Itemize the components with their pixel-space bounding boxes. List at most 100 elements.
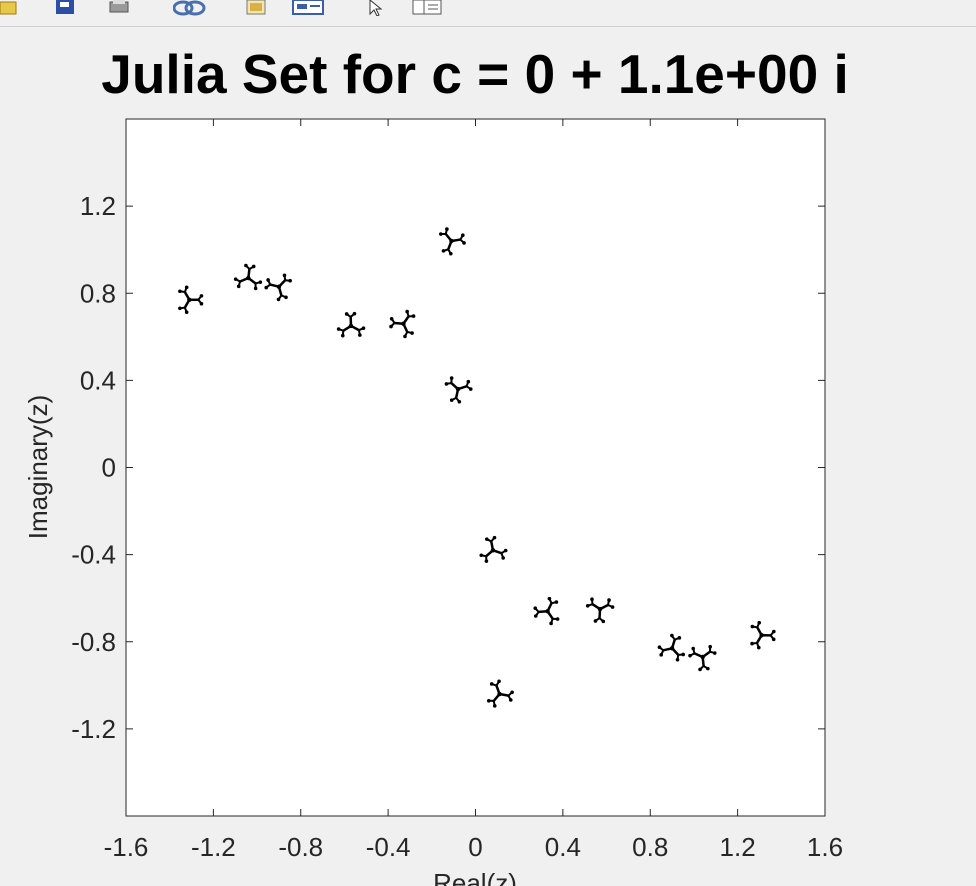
julia-point (199, 294, 204, 298)
julia-point (545, 609, 550, 614)
julia-point (468, 387, 473, 391)
x-tick-label: 1.6 (807, 832, 843, 862)
julia-point (358, 333, 362, 337)
x-tick-label: -0.8 (278, 832, 323, 862)
julia-point (344, 312, 349, 316)
julia-point (336, 327, 341, 331)
julia-point (439, 232, 443, 236)
julia-point (448, 251, 453, 256)
julia-point (750, 641, 754, 646)
julia-point (282, 273, 287, 278)
julia-point (750, 624, 755, 629)
julia-point (184, 285, 189, 290)
julia-point (233, 277, 238, 281)
julia-point (657, 645, 662, 649)
julia-point (490, 548, 496, 553)
julia-point (457, 399, 462, 404)
julia-point (601, 619, 606, 624)
julia-point (340, 333, 345, 338)
julia-point (449, 398, 454, 402)
insert-legend-icon[interactable] (292, 0, 324, 16)
y-tick-label: -1.2 (71, 714, 116, 744)
julia-point (187, 297, 192, 302)
julia-point (756, 645, 761, 650)
print-icon[interactable] (108, 0, 130, 16)
julia-point (597, 606, 603, 612)
julia-point (691, 646, 696, 651)
y-tick-label: 0.8 (80, 278, 116, 308)
chart: Julia Set for c = 0 + 1.1e+00 i -1.6 -1.2… (23, 43, 849, 886)
property-inspector-icon[interactable] (412, 0, 442, 16)
julia-point (276, 297, 281, 302)
julia-cluster (657, 633, 686, 662)
julia-cluster (444, 376, 473, 404)
julia-point (757, 620, 762, 625)
julia-point (441, 249, 446, 253)
x-axis-label: Real(z) (433, 868, 517, 886)
axis-ticks: -1.6 -1.2 -0.8 -0.4 0 0.4 0.8 1.2 1.6 1.2 0.8 0.4 0 -… (71, 119, 843, 862)
julia-point (549, 621, 553, 626)
julia-cluster (389, 309, 416, 339)
julia-point (700, 654, 705, 660)
julia-point (497, 679, 501, 684)
julia-cluster (439, 227, 466, 256)
edit-plot-icon[interactable] (368, 0, 390, 17)
julia-point (708, 644, 712, 649)
julia-point (670, 633, 674, 638)
julia-point (466, 379, 471, 384)
julia-point (533, 606, 538, 610)
julia-point (547, 596, 552, 601)
julia-cluster (336, 311, 366, 338)
x-tick-label: 0.8 (632, 832, 668, 862)
julia-cluster (233, 263, 263, 291)
save-icon[interactable] (55, 0, 77, 16)
julia-cluster (688, 644, 717, 672)
x-tick-label: 0 (468, 832, 482, 862)
julia-point (486, 698, 491, 703)
plot-area[interactable] (125, 118, 826, 817)
julia-point (698, 667, 702, 672)
julia-point (484, 559, 489, 563)
julia-point (246, 275, 251, 281)
julia-point (264, 285, 269, 290)
julia-point (244, 263, 248, 268)
julia-point (184, 310, 189, 315)
julia-point (410, 331, 414, 335)
julia-point (688, 653, 692, 658)
julia-cluster (178, 285, 204, 315)
julia-point (405, 309, 409, 314)
julia-point (449, 238, 454, 244)
julia-point (253, 286, 258, 291)
julia-point (593, 619, 598, 623)
julia-point (772, 629, 776, 634)
julia-point (706, 666, 710, 671)
julia-point (681, 652, 686, 657)
y-axis-label: Imaginary(z) (23, 395, 53, 539)
julia-cluster (264, 273, 292, 302)
julia-point (590, 597, 594, 601)
link-icon[interactable] (172, 0, 206, 16)
julia-point (492, 535, 497, 540)
julia-cluster (479, 535, 508, 563)
julia-point (607, 598, 611, 602)
julia-point (554, 600, 559, 604)
insert-colorbar-icon[interactable] (246, 0, 268, 16)
y-tick-label: -0.4 (71, 540, 116, 570)
julia-cluster (486, 679, 514, 708)
julia-point (510, 690, 514, 695)
julia-point (178, 306, 182, 311)
julia-point (266, 278, 270, 282)
julia-point (497, 691, 502, 697)
julia-point (610, 605, 615, 609)
julia-cluster (533, 596, 560, 626)
julia-point (258, 280, 263, 284)
julia-cluster (585, 597, 615, 624)
open-file-icon[interactable] (0, 0, 22, 16)
julia-point (389, 324, 393, 329)
julia-point (585, 603, 590, 608)
julia-point (759, 633, 764, 638)
julia-point (348, 323, 354, 329)
julia-point (411, 314, 416, 318)
x-tick-label: -1.2 (191, 832, 236, 862)
julia-point (401, 321, 406, 326)
